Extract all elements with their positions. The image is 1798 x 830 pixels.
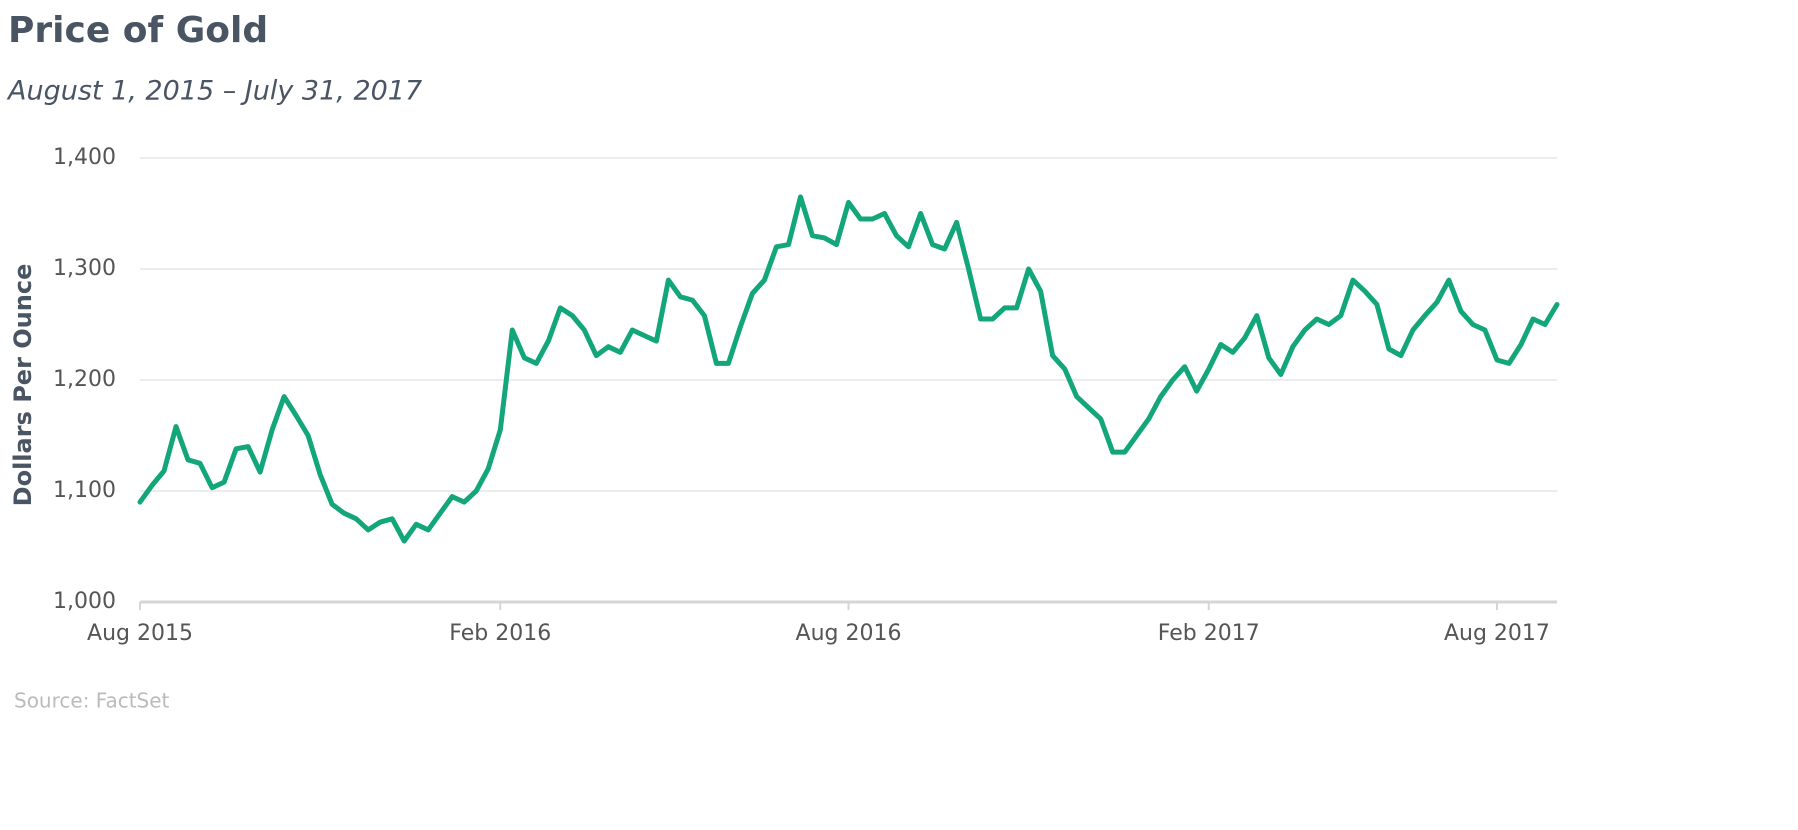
- y-tick-label: 1,300: [53, 256, 116, 281]
- chart-subtitle: August 1, 2015 – July 31, 2017: [6, 76, 422, 107]
- y-axis-label: Dollars Per Ounce: [9, 264, 37, 507]
- x-tick-label: Aug 2016: [796, 621, 902, 646]
- y-tick-label: 1,100: [53, 478, 116, 503]
- chart-title: Price of Gold: [8, 10, 268, 51]
- y-tick-label: 1,200: [53, 367, 116, 392]
- x-tick-label: Feb 2016: [449, 621, 551, 646]
- x-tick-label: Aug 2015: [87, 621, 193, 646]
- y-tick-label: 1,000: [53, 589, 116, 614]
- x-tick-label: Feb 2017: [1158, 621, 1260, 646]
- source: Source: FactSet: [14, 689, 170, 713]
- line: [137, 194, 1560, 544]
- x-tick-label: Aug 2017: [1444, 621, 1550, 646]
- y-tick-label: 1,400: [53, 145, 116, 170]
